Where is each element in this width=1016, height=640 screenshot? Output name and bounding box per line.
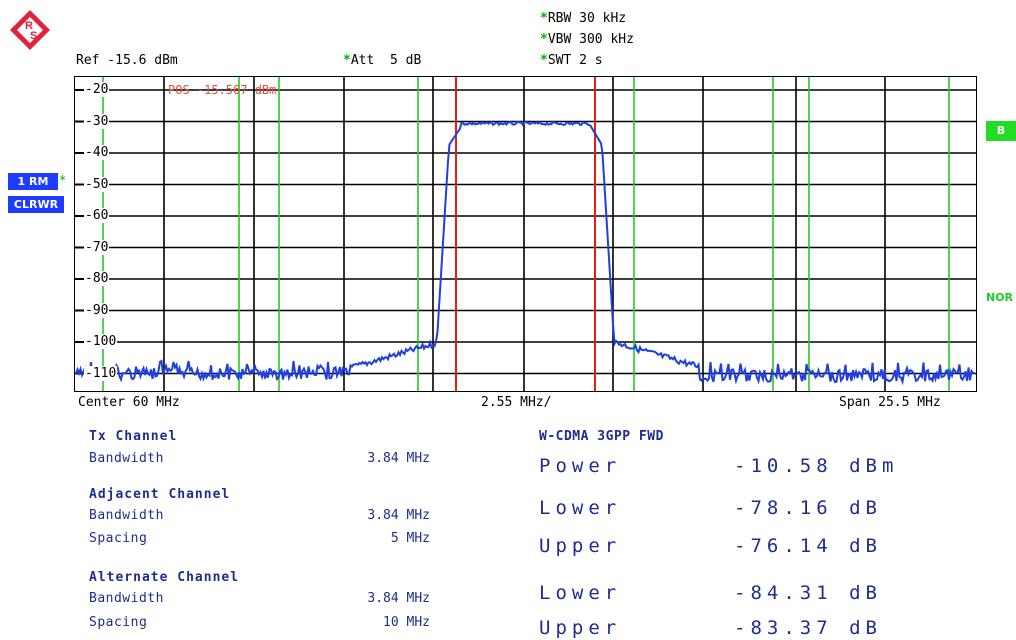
svg-text:R: R	[25, 20, 33, 32]
y-tick-label: -20	[84, 82, 110, 97]
y-tick-label: -60	[84, 208, 110, 223]
adjacent-upper-label: Upper	[539, 535, 622, 557]
trace-mode-star: *	[59, 173, 67, 187]
vbw-star: *	[540, 32, 548, 47]
rbw-setting: *RBW 30 kHz	[540, 11, 626, 26]
swt-star: *	[540, 53, 548, 68]
y-tick-label: -70	[84, 239, 110, 255]
y-tick-label: -80	[84, 271, 110, 286]
position-marker-label: POS -15.567 dBm	[168, 83, 277, 97]
alternate-lower-label: Lower	[539, 582, 622, 604]
tx-bandwidth-value: 3.84 MHz	[367, 451, 430, 466]
alternate-upper-value: -83.37 dB	[734, 617, 882, 639]
per-division-label: 2.55 MHz/	[481, 395, 552, 410]
alternate-bandwidth-label: Bandwidth	[89, 591, 164, 606]
attenuation-setting: *Att 5 dB	[343, 53, 421, 68]
swt-label: SWT 2 s	[547, 53, 603, 68]
adjacent-spacing-label: Spacing	[89, 531, 148, 546]
adjacent-lower-value: -78.16 dB	[734, 497, 882, 519]
alternate-upper-label: Upper	[539, 617, 622, 639]
adjacent-channel-title: Adjacent Channel	[89, 487, 231, 502]
adjacent-lower-label: Lower	[539, 497, 622, 519]
att-star: *	[343, 53, 351, 68]
y-tick-label: -30	[84, 113, 110, 129]
swt-setting: *SWT 2 s	[540, 53, 603, 68]
alternate-spacing-value: 10 MHz	[383, 615, 430, 630]
adjacent-bandwidth-label: Bandwidth	[89, 508, 164, 523]
ref-level-label: Ref -15.6 dBm	[76, 53, 178, 68]
y-tick-label: -40	[84, 145, 110, 160]
y-tick-label: -100	[84, 334, 118, 349]
adjacent-bandwidth-value: 3.84 MHz	[367, 508, 430, 523]
standard-title: W-CDMA 3GPP FWD	[539, 429, 664, 444]
vbw-setting: *VBW 300 kHz	[540, 32, 634, 47]
power-label: Power	[539, 455, 622, 477]
rbw-label: RBW 30 kHz	[547, 11, 627, 26]
nor-tag: NOR	[986, 291, 1014, 304]
rohde-schwarz-logo-icon: R S	[10, 10, 50, 50]
adjacent-spacing-value: 5 MHz	[390, 531, 430, 546]
y-tick-label: -110	[84, 365, 118, 381]
tx-channel-title: Tx Channel	[89, 429, 178, 444]
adjacent-upper-value: -76.14 dB	[734, 535, 882, 557]
att-label: Att 5 dB	[350, 53, 422, 68]
center-frequency-label: Center 60 MHz	[78, 395, 180, 410]
b-tag[interactable]: B	[986, 121, 1016, 141]
y-tick-label: -90	[84, 302, 110, 318]
rbw-star: *	[540, 11, 548, 26]
alternate-spacing-label: Spacing	[89, 615, 148, 630]
vbw-label: VBW 300 kHz	[547, 32, 634, 47]
alternate-bandwidth-value: 3.84 MHz	[367, 591, 430, 606]
alternate-channel-title: Alternate Channel	[89, 570, 240, 585]
trace-mode-tag[interactable]: 1 RM	[8, 173, 58, 190]
span-label: Span 25.5 MHz	[839, 395, 941, 410]
power-value: -10.58 dBm	[734, 455, 899, 477]
spectrum-plot-frame	[74, 76, 977, 392]
y-tick-label: -50	[84, 176, 110, 192]
tx-bandwidth-label: Bandwidth	[89, 451, 164, 466]
alternate-lower-value: -84.31 dB	[734, 582, 882, 604]
svg-text:S: S	[30, 30, 37, 42]
trace-clear-write-tag[interactable]: CLRWR	[8, 196, 64, 213]
